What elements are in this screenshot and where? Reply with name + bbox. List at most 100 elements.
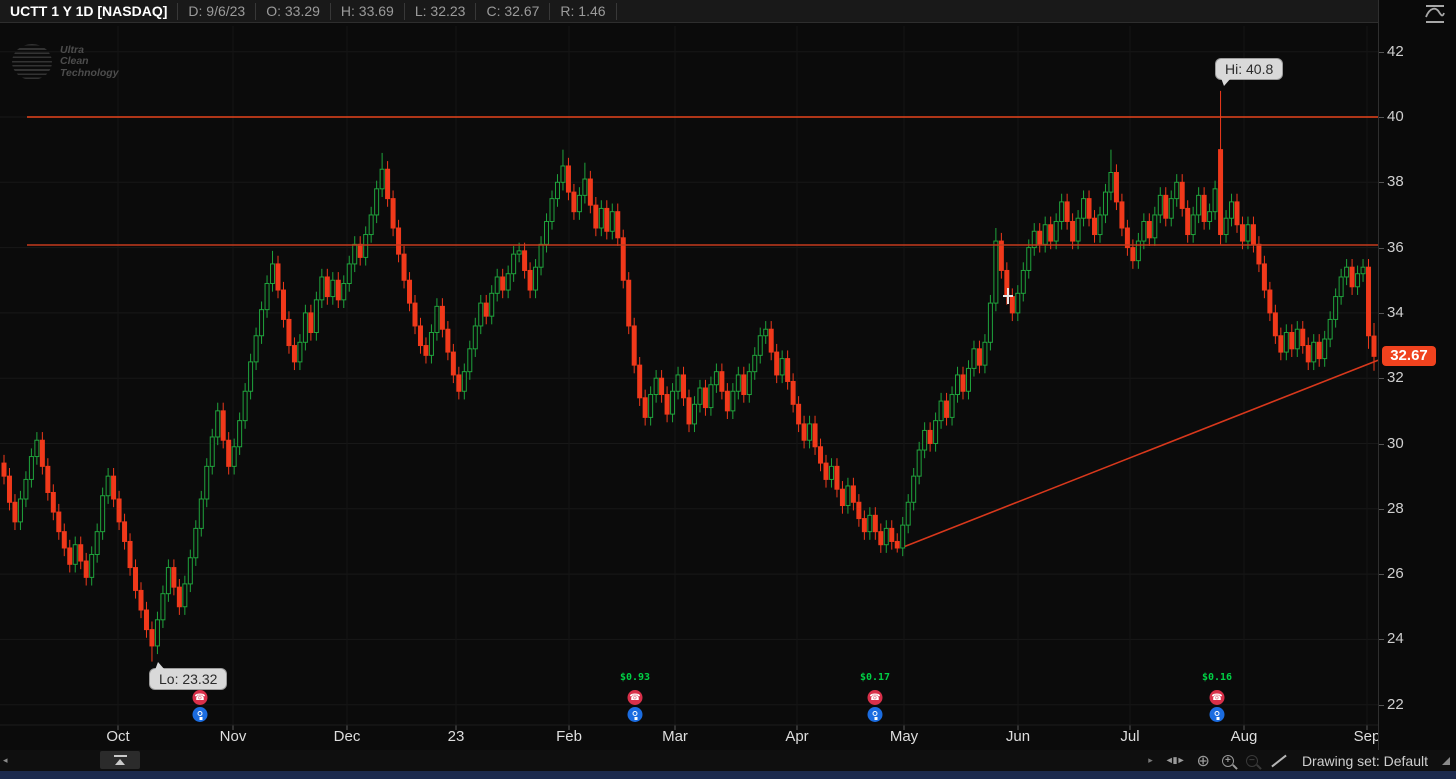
candle-body — [270, 263, 276, 285]
insight-bulb-icon[interactable] — [867, 707, 883, 722]
candle-body — [571, 191, 577, 213]
chart-header-bar: UCTT 1 Y 1D [NASDAQ] D: 9/6/23 O: 33.29 … — [0, 0, 1378, 23]
zoom-in-icon[interactable]: + — [1221, 754, 1234, 767]
candle-body — [1070, 220, 1076, 242]
candle-body — [280, 289, 286, 320]
candle-body — [1026, 247, 1032, 271]
candle-body — [1, 462, 7, 477]
earnings-call-icon[interactable]: ☎ — [192, 690, 208, 705]
candle-body — [927, 429, 933, 445]
insight-bulb-icon[interactable] — [1209, 707, 1225, 722]
scroll-right-icon[interactable]: ▸ — [1148, 755, 1153, 765]
collapse-bar-icon — [113, 755, 127, 757]
crosshair-icon[interactable]: ⊕ — [1196, 752, 1210, 770]
candle-body — [626, 279, 632, 327]
candle-body — [522, 250, 528, 271]
candle-body — [291, 345, 297, 363]
candle-body — [412, 302, 418, 327]
candle-body — [23, 478, 29, 500]
candlestick-chart[interactable]: Oct Nov Dec 23 Feb Mar Apr May Jun Jul Aug Sep — [0, 0, 1378, 750]
candle-body — [154, 619, 160, 647]
bulb-glyph — [632, 711, 638, 720]
candle-body — [1305, 345, 1311, 363]
watermark-text: Ultra Clean Technology — [60, 44, 119, 79]
insight-bulb-icon[interactable] — [627, 707, 643, 722]
earnings-call-icon[interactable]: ☎ — [627, 690, 643, 705]
candle-body — [330, 279, 336, 298]
candle-body — [1289, 331, 1295, 350]
candle-body — [883, 527, 889, 546]
price-axis-tick — [1379, 704, 1384, 706]
candle-body — [1190, 214, 1196, 236]
watermark-logo: Ultra Clean Technology — [12, 44, 119, 80]
price-axis-tick — [1379, 182, 1384, 184]
candle-body — [615, 211, 621, 239]
price-axis-label: 42 — [1387, 42, 1404, 60]
price-axis-tick — [1379, 117, 1384, 118]
price-axis[interactable]: 42 40 38 36 34 32 30 28 26 24 22 32.67 — [1378, 0, 1456, 750]
candle-body — [675, 374, 681, 392]
scroll-left-icon[interactable]: ◂ — [3, 755, 8, 765]
collapse-panel-button[interactable] — [100, 751, 140, 769]
candle-body — [45, 465, 51, 493]
zoom-out-icon[interactable]: − — [1245, 754, 1258, 767]
bulb-glyph — [872, 711, 878, 720]
line-tool-icon[interactable] — [1270, 754, 1286, 768]
field-open: O: 33.29 — [255, 2, 330, 20]
candle-body — [1097, 214, 1103, 236]
drawing-set-label[interactable]: Drawing set: Default — [1301, 752, 1428, 769]
candle-body — [1360, 266, 1366, 275]
candle-body — [1196, 194, 1202, 216]
candle-body — [872, 514, 878, 533]
candle-body — [1311, 341, 1317, 363]
candle-body — [1179, 181, 1185, 209]
candle-body — [609, 211, 615, 232]
x-axis-label: Apr — [785, 728, 808, 745]
x-axis-label: Jun — [1006, 728, 1030, 745]
candle-body — [456, 374, 462, 392]
candle-body — [922, 429, 928, 451]
candle-body — [1333, 296, 1339, 320]
candle-body — [363, 234, 369, 258]
dividend-amount-label: $0.16 — [1201, 672, 1233, 683]
earnings-call-icon[interactable]: ☎ — [1209, 690, 1225, 705]
insight-bulb-icon[interactable] — [192, 707, 208, 722]
candle-body — [1212, 188, 1218, 213]
hi-price-callout: Hi: 40.8 — [1216, 59, 1283, 86]
candle-body — [259, 309, 265, 337]
candle-body — [379, 168, 385, 190]
candle-body — [998, 240, 1004, 271]
candle-body — [845, 485, 851, 507]
candle-body — [724, 390, 730, 412]
price-axis-tick — [1379, 639, 1384, 641]
watermark-line: Ultra — [60, 44, 84, 56]
symbol-title[interactable]: UCTT 1 Y 1D [NASDAQ] — [10, 3, 168, 19]
candle-body — [1294, 328, 1300, 350]
x-axis-label: May — [890, 728, 919, 745]
x-axis-label: Oct — [106, 728, 130, 745]
candle-body — [752, 354, 758, 373]
candle-body — [1355, 273, 1361, 288]
candle-body — [933, 420, 939, 444]
candle-body — [746, 371, 752, 396]
candle-body — [176, 586, 182, 608]
candle-body — [439, 305, 445, 330]
chart-style-icon[interactable] — [1422, 2, 1448, 26]
resize-handle-icon[interactable] — [1442, 756, 1450, 765]
candle-body — [735, 374, 741, 392]
last-price-tag: 32.67 — [1382, 346, 1436, 367]
trendline[interactable] — [904, 359, 1378, 548]
candle-body — [823, 462, 829, 480]
candle-body — [620, 237, 626, 281]
candle-body — [1020, 269, 1026, 294]
candle-body — [450, 351, 456, 376]
candle-body — [39, 439, 45, 467]
earnings-call-icon[interactable]: ☎ — [867, 690, 883, 705]
candle-body — [757, 335, 763, 356]
candle-body — [1157, 194, 1163, 216]
price-axis-label: 34 — [1387, 303, 1404, 321]
bulb-glyph — [197, 711, 203, 720]
fit-content-icon[interactable]: ◄▮► — [1164, 755, 1186, 765]
candle-body — [774, 351, 780, 376]
candle-body — [1338, 276, 1344, 298]
